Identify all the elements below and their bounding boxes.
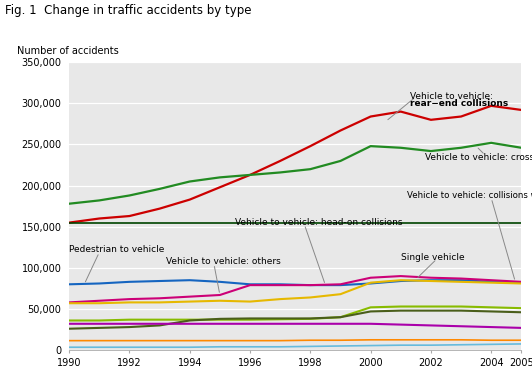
Text: Vehicle to vehicle: crossing collisions: Vehicle to vehicle: crossing collisions bbox=[425, 153, 532, 162]
Text: Vehicle to vehicle:: Vehicle to vehicle: bbox=[410, 92, 496, 101]
Text: rear−end collisions: rear−end collisions bbox=[410, 99, 508, 108]
Text: Vehicle to vehicle: head-on collisions: Vehicle to vehicle: head-on collisions bbox=[235, 218, 403, 227]
Text: Pedestrian to vehicle: Pedestrian to vehicle bbox=[69, 245, 164, 254]
Text: Single vehicle: Single vehicle bbox=[401, 253, 464, 262]
Text: Vehicle to vehicle: others: Vehicle to vehicle: others bbox=[165, 257, 280, 266]
Text: Number of accidents: Number of accidents bbox=[17, 46, 119, 56]
Text: Vehicle to vehicle: collisions while turning right: Vehicle to vehicle: collisions while tur… bbox=[407, 191, 532, 200]
Text: Fig. 1  Change in traffic accidents by type: Fig. 1 Change in traffic accidents by ty… bbox=[5, 4, 252, 17]
